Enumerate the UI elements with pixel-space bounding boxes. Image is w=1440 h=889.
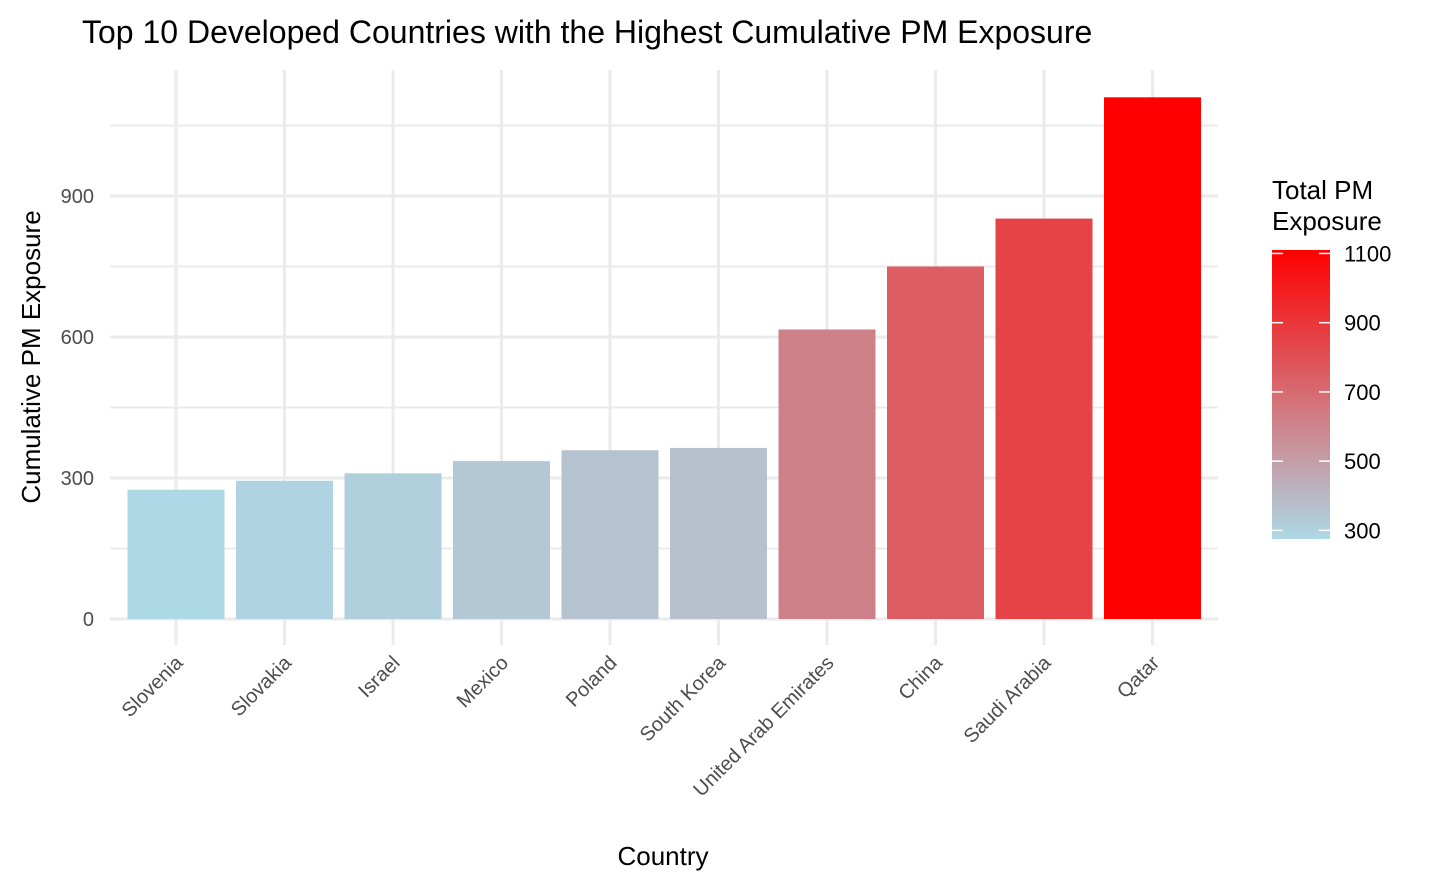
- x-tick-label: Slovenia: [118, 651, 188, 721]
- y-tick-label: 0: [83, 609, 94, 631]
- x-tick-label: Poland: [562, 652, 622, 712]
- x-tick-label: Israel: [354, 652, 404, 702]
- legend-tick-label: 500: [1344, 449, 1381, 474]
- x-axis-ticks: Slovenia Slovakia Israel Mexico Poland South …: [118, 651, 1165, 801]
- bar-slovakia: [236, 480, 333, 619]
- legend-colorbar: [1272, 250, 1330, 539]
- y-tick-label: 600: [61, 327, 94, 349]
- x-tick-label: Qatar: [1113, 652, 1164, 703]
- legend-ticks: 300 500 700 900 1100: [1272, 241, 1391, 543]
- legend-tick-label: 300: [1344, 518, 1381, 543]
- bar-mexico: [453, 461, 550, 619]
- x-tick-label: Mexico: [453, 652, 513, 712]
- legend-tick-label: 1100: [1344, 241, 1391, 266]
- chart-title: Top 10 Developed Countries with the High…: [82, 14, 1092, 50]
- x-tick-label: Saudi Arabia: [960, 651, 1056, 747]
- y-tick-label: 300: [61, 468, 94, 490]
- legend-title-line2: Exposure: [1272, 206, 1382, 236]
- bars: [127, 97, 1201, 620]
- bar-slovenia: [127, 489, 225, 619]
- y-tick-label: 900: [61, 186, 94, 208]
- legend-tick-label: 900: [1344, 311, 1381, 336]
- color-legend: Total PM Exposure 300 500 700 900 1100: [1272, 175, 1391, 543]
- y-axis-ticks: 0 300 600 900: [61, 186, 94, 631]
- bar-united-arab-emirates: [778, 329, 876, 619]
- bar-qatar: [1104, 97, 1201, 620]
- bar-israel: [344, 473, 442, 619]
- x-axis-title: Country: [617, 841, 708, 871]
- x-tick-label: China: [895, 651, 948, 704]
- bar-saudi-arabia: [995, 218, 1093, 619]
- x-tick-label: South Korea: [636, 651, 731, 746]
- bar-china: [887, 266, 984, 619]
- legend-title-line1: Total PM: [1272, 175, 1373, 205]
- legend-tick-label: 700: [1344, 380, 1381, 405]
- bar-poland: [561, 450, 659, 619]
- x-tick-label: Slovakia: [227, 651, 297, 721]
- bar-south-korea: [670, 447, 767, 619]
- y-axis-title: Cumulative PM Exposure: [16, 210, 46, 503]
